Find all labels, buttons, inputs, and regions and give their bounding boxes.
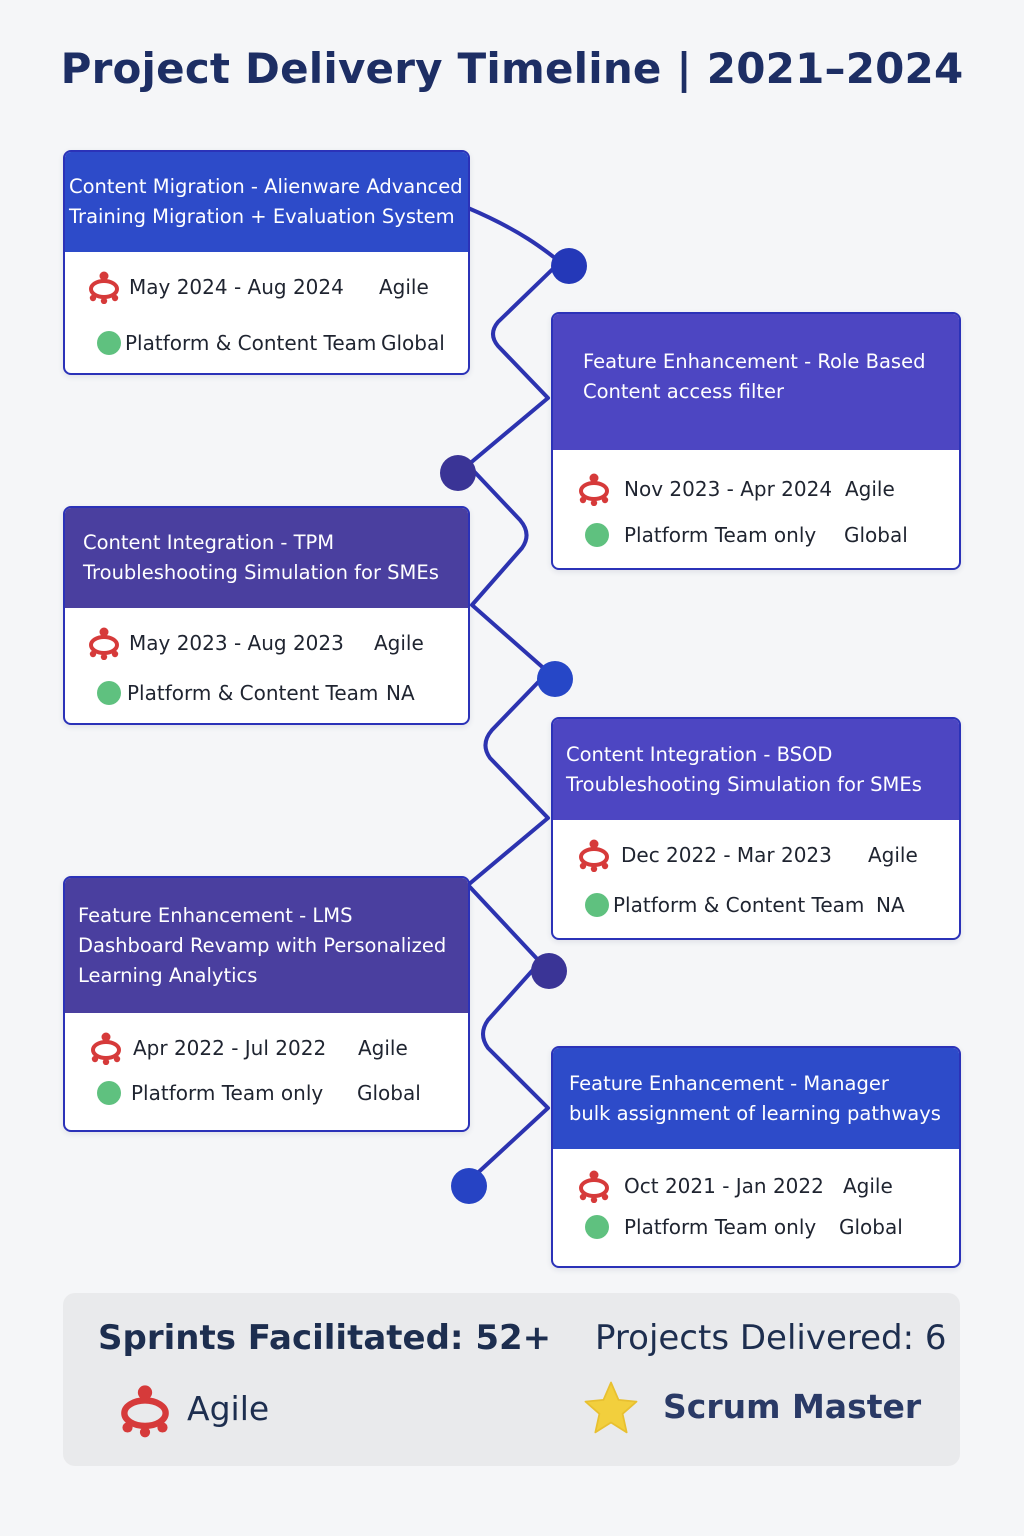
agile-icon bbox=[579, 1170, 609, 1203]
project-dates: Apr 2022 - Jul 2022 bbox=[133, 1036, 327, 1060]
project-region: NA bbox=[386, 681, 415, 705]
project-method: Agile bbox=[379, 275, 429, 299]
project-dates: Nov 2023 - Apr 2024 bbox=[624, 477, 833, 501]
status-dot-icon bbox=[585, 523, 609, 547]
project-title: Learning Analytics bbox=[78, 963, 258, 987]
methodology-label: Agile bbox=[187, 1389, 270, 1428]
project-team: Platform Team only bbox=[624, 523, 817, 547]
project-card-header: Content Migration - Alienware Advanced Tr… bbox=[65, 152, 468, 252]
project-team: Platform & Content Team bbox=[125, 331, 377, 355]
project-title: Content access filter bbox=[583, 380, 785, 403]
project-region: Global bbox=[839, 1215, 903, 1239]
status-dot-icon bbox=[585, 893, 609, 917]
project-card-header: Content Integration - TPM Troubleshooting… bbox=[65, 508, 468, 608]
agile-icon bbox=[579, 839, 609, 872]
project-team: Platform Team only bbox=[624, 1215, 817, 1239]
timeline-node bbox=[440, 455, 476, 491]
star-icon bbox=[584, 1381, 638, 1434]
project-card-header: Feature Enhancement - LMS Dashboard Revam… bbox=[65, 878, 468, 1013]
agile-icon bbox=[89, 627, 119, 660]
project-dates: May 2023 - Aug 2023 bbox=[129, 631, 344, 655]
project-team: Platform & Content Team bbox=[127, 681, 379, 705]
project-card[interactable]: Feature Enhancement - Role Based Content … bbox=[551, 312, 961, 570]
timeline-node bbox=[531, 953, 567, 989]
project-card-header: Feature Enhancement - Role Based Content … bbox=[553, 314, 959, 450]
project-region: Global bbox=[844, 523, 908, 547]
timeline-node bbox=[551, 248, 587, 284]
projects-stat: Projects Delivered: 6 bbox=[595, 1318, 947, 1358]
project-title: Content Migration - Alienware Advanced bbox=[69, 175, 463, 198]
timeline-node bbox=[537, 661, 573, 697]
project-dates: Oct 2021 - Jan 2022 bbox=[624, 1174, 824, 1198]
project-method: Agile bbox=[845, 477, 895, 501]
project-card[interactable]: Content Integration - BSOD Troubleshootin… bbox=[551, 717, 961, 940]
agile-icon bbox=[91, 1032, 121, 1065]
status-dot-icon bbox=[585, 1215, 609, 1239]
project-title: Training Migration + Evaluation System bbox=[69, 205, 455, 228]
project-card[interactable]: Feature Enhancement - LMS Dashboard Revam… bbox=[63, 876, 470, 1132]
project-method: Agile bbox=[843, 1174, 893, 1198]
project-title: Content Integration - BSOD bbox=[566, 742, 833, 766]
agile-icon bbox=[121, 1385, 169, 1438]
page-title: Project Delivery Timeline | 2021–2024 bbox=[60, 44, 964, 93]
agile-icon bbox=[89, 271, 119, 304]
project-card[interactable]: Feature Enhancement - Manager bulk assign… bbox=[551, 1046, 961, 1268]
status-dot-icon bbox=[97, 681, 121, 705]
project-title: Troubleshooting Simulation for SMEs bbox=[566, 772, 922, 796]
project-title: Content Integration - TPM bbox=[83, 531, 335, 554]
project-region: Global bbox=[381, 331, 445, 355]
project-title: Feature Enhancement - Role Based bbox=[583, 350, 926, 373]
project-card[interactable]: Content Integration - TPM Troubleshooting… bbox=[63, 506, 470, 725]
project-dates: May 2024 - Aug 2024 bbox=[129, 275, 344, 299]
project-card-header: Feature Enhancement - Manager bulk assign… bbox=[553, 1048, 959, 1149]
project-title: Feature Enhancement - LMS bbox=[78, 903, 353, 927]
project-method: Agile bbox=[358, 1036, 408, 1060]
agile-icon bbox=[579, 473, 609, 506]
project-team: Platform & Content Team bbox=[613, 893, 865, 917]
project-team: Platform Team only bbox=[131, 1081, 324, 1105]
summary-panel: Sprints Facilitated: 52+ Projects Delive… bbox=[63, 1293, 960, 1466]
project-dates: Dec 2022 - Mar 2023 bbox=[621, 843, 832, 867]
project-method: Agile bbox=[374, 631, 424, 655]
status-dot-icon bbox=[97, 331, 121, 355]
project-card[interactable]: Content Migration - Alienware Advanced Tr… bbox=[63, 150, 470, 375]
project-region: NA bbox=[876, 893, 905, 917]
project-title: bulk assignment of learning pathways bbox=[569, 1101, 941, 1125]
project-region: Global bbox=[357, 1081, 421, 1105]
timeline-node bbox=[451, 1168, 487, 1204]
project-title: Dashboard Revamp with Personalized bbox=[78, 933, 447, 957]
project-title: Feature Enhancement - Manager bbox=[569, 1071, 889, 1095]
project-title: Troubleshooting Simulation for SMEs bbox=[83, 561, 439, 584]
project-method: Agile bbox=[868, 843, 918, 867]
sprints-stat: Sprints Facilitated: 52+ bbox=[98, 1318, 552, 1358]
role-label: Scrum Master bbox=[663, 1387, 922, 1426]
status-dot-icon bbox=[97, 1081, 121, 1105]
project-card-header: Content Integration - BSOD Troubleshootin… bbox=[553, 719, 959, 820]
